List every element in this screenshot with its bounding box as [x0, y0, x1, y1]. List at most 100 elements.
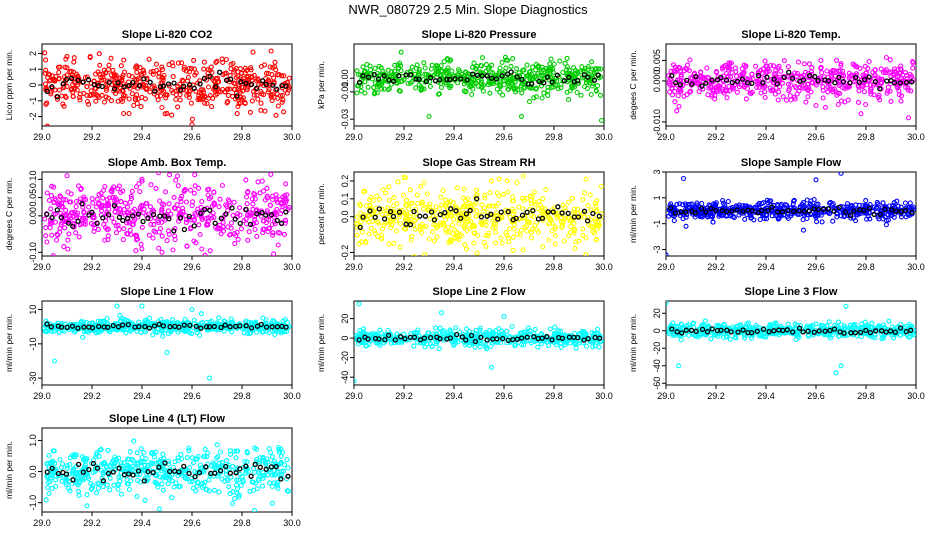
data-point — [207, 326, 213, 332]
reference-point — [472, 338, 479, 345]
data-point — [179, 77, 185, 83]
data-point — [286, 75, 292, 81]
data-point — [386, 241, 392, 247]
data-point — [52, 77, 58, 83]
data-point — [169, 87, 175, 94]
data-point — [591, 331, 597, 337]
data-point — [154, 67, 160, 74]
y-tick-label: -20 — [340, 351, 350, 364]
data-point — [864, 216, 870, 222]
data-point — [813, 321, 819, 327]
data-point — [205, 73, 211, 80]
data-point — [264, 193, 270, 199]
data-point — [514, 231, 520, 237]
data-point — [129, 188, 135, 194]
data-point — [147, 216, 154, 222]
reference-point — [544, 334, 550, 340]
data-point — [186, 65, 192, 72]
data-point — [248, 65, 254, 71]
data-point — [171, 194, 177, 200]
reference-point — [447, 335, 454, 341]
data-point — [585, 66, 591, 72]
data-point — [175, 104, 181, 110]
data-point — [555, 86, 561, 92]
data-point — [857, 65, 863, 71]
data-point — [709, 93, 715, 100]
data-point — [79, 216, 85, 223]
data-point — [552, 324, 558, 330]
data-point — [275, 95, 281, 101]
data-point — [785, 215, 791, 222]
data-point — [69, 86, 75, 92]
reference-point — [423, 78, 429, 85]
reference-point — [531, 334, 537, 340]
y-tick-label: 0.2 — [340, 175, 350, 188]
x-tick-label: 30.0 — [595, 262, 613, 272]
data-point — [65, 237, 71, 243]
data-point — [216, 204, 222, 210]
y-axis-label: kPa per min. — [316, 61, 326, 109]
data-point — [593, 88, 600, 94]
x-tick-label: 29.6 — [807, 391, 825, 401]
data-point — [238, 226, 245, 232]
data-point — [758, 90, 764, 96]
plot-frame — [41, 300, 293, 386]
reference-point — [80, 79, 86, 85]
reference-point — [903, 79, 910, 86]
data-point — [866, 58, 872, 65]
reference-point — [458, 76, 464, 82]
reference-point — [559, 335, 566, 341]
data-point — [825, 89, 831, 95]
data-point — [220, 219, 226, 225]
outlier-point — [838, 172, 844, 176]
reference-point — [135, 211, 142, 217]
data-point — [566, 68, 572, 74]
data-points — [354, 301, 604, 384]
data-point — [863, 198, 869, 204]
reference-point — [550, 209, 556, 215]
chart-title: Slope Sample Flow — [741, 157, 842, 169]
data-point — [907, 200, 913, 206]
reference-point — [156, 321, 162, 327]
data-point — [281, 109, 287, 115]
reference-point — [422, 213, 429, 219]
data-point — [552, 241, 558, 247]
data-point — [227, 86, 233, 92]
x-tick-label: 29.6 — [495, 132, 513, 142]
reference-point — [669, 73, 675, 79]
data-point — [503, 230, 509, 236]
data-point — [808, 198, 814, 204]
data-point — [397, 244, 403, 250]
data-point — [58, 221, 64, 227]
data-point — [156, 219, 162, 225]
reference-point — [467, 207, 473, 214]
data-point — [880, 69, 887, 76]
x-tick-label: 29.8 — [857, 262, 875, 272]
data-point — [360, 64, 366, 70]
data-point — [235, 236, 241, 242]
data-point — [756, 333, 762, 339]
data-point — [730, 85, 736, 91]
data-point — [71, 55, 77, 61]
data-point — [73, 204, 79, 210]
data-point — [235, 211, 241, 217]
reference-point — [541, 80, 547, 86]
reference-point — [452, 76, 458, 82]
data-point — [227, 231, 234, 237]
data-point — [905, 87, 911, 93]
reference-point — [488, 211, 494, 217]
data-point — [433, 341, 440, 347]
data-point — [541, 90, 547, 96]
data-point — [161, 72, 167, 79]
data-point — [120, 95, 126, 101]
data-point — [281, 231, 288, 237]
reference-point — [197, 81, 203, 87]
data-point — [246, 229, 252, 235]
data-point — [486, 203, 492, 209]
data-point — [253, 220, 259, 226]
data-point — [104, 197, 110, 203]
data-point — [774, 201, 780, 208]
data-points — [666, 301, 916, 376]
reference-point — [484, 213, 490, 219]
